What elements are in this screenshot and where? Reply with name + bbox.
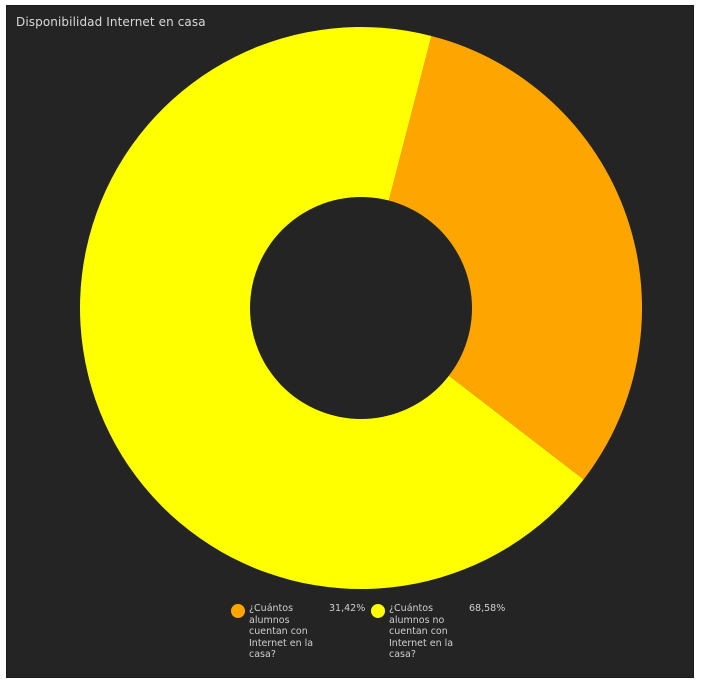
legend-item-con-internet[interactable]: ¿Cuántos alumnos cuentan con Internet en… xyxy=(231,603,365,661)
legend-value: 68,58% xyxy=(469,603,506,614)
chart-title: Disponibilidad Internet en casa xyxy=(16,15,206,29)
legend-value: 31,42% xyxy=(329,603,366,614)
legend-swatch xyxy=(371,604,385,618)
legend-item-sin-internet[interactable]: ¿Cuántos alumnos no cuentan con Internet… xyxy=(371,603,505,661)
donut-slice-0[interactable] xyxy=(361,35,642,480)
donut-chart xyxy=(79,27,642,590)
legend-label: ¿Cuántos alumnos cuentan con Internet en… xyxy=(249,603,314,660)
legend-label: ¿Cuántos alumnos no cuentan con Internet… xyxy=(389,603,454,660)
chart-legend: ¿Cuántos alumnos cuentan con Internet en… xyxy=(231,603,505,661)
donut-hole xyxy=(250,197,472,419)
chart-panel: Disponibilidad Internet en casa ¿Cuántos… xyxy=(6,5,694,678)
legend-swatch xyxy=(231,604,245,618)
